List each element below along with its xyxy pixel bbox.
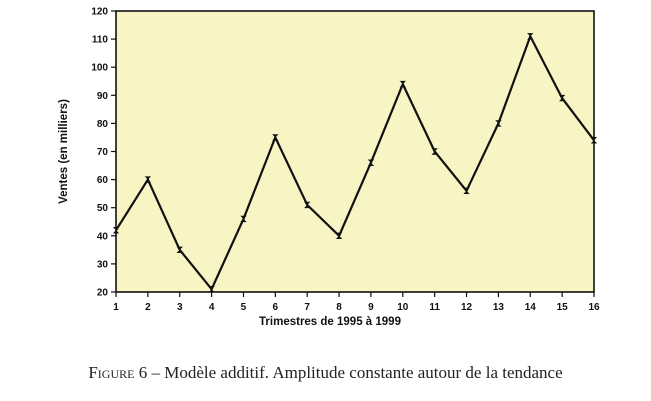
data-point	[495, 120, 502, 127]
figure-caption: Figure 6 – Modèle additif. Amplitude con…	[0, 363, 651, 383]
caption-separator: –	[147, 363, 165, 382]
data-point	[463, 187, 470, 195]
y-tick-label: 120	[91, 7, 108, 18]
y-tick-label: 110	[92, 35, 109, 46]
x-tick-label: 16	[588, 302, 600, 313]
y-tick-label: 80	[97, 119, 109, 130]
x-tick-label: 14	[525, 302, 537, 313]
plot-frame	[115, 10, 595, 293]
data-point	[558, 94, 566, 102]
caption-text: Modèle additif. Amplitude constante auto…	[164, 363, 563, 382]
data-point	[367, 159, 375, 166]
series-line	[115, 33, 595, 292]
plot-area	[116, 11, 594, 292]
x-tick-label: 1	[113, 302, 119, 313]
y-tick-label: 50	[97, 203, 109, 214]
data-point	[208, 285, 215, 293]
data-point	[272, 134, 279, 141]
data-point	[399, 80, 406, 88]
y-tick-label: 100	[91, 63, 108, 74]
x-tick-label: 15	[557, 302, 569, 313]
x-tick-label: 3	[177, 302, 183, 313]
x-tick-label: 9	[368, 302, 374, 313]
x-tick-label: 10	[397, 302, 409, 313]
y-tick-label: 60	[97, 175, 109, 186]
x-tick-label: 7	[304, 302, 310, 313]
x-tick-label: 2	[145, 302, 151, 313]
x-tick-label: 6	[273, 302, 279, 313]
data-point	[335, 232, 343, 239]
y-tick-label: 90	[97, 91, 109, 102]
y-axis: 20 30 40 50 60 70 80 90 100 110 120	[91, 7, 116, 299]
x-tick-label: 12	[461, 302, 473, 313]
x-axis: 1 2 3 4 5 6 7 8 9 10 11 12 13 14 15 16	[113, 292, 600, 313]
x-tick-label: 5	[241, 302, 247, 313]
data-point	[144, 176, 152, 183]
y-tick-label: 70	[97, 147, 109, 158]
caption-label: Figure 6	[88, 363, 148, 382]
data-point	[176, 246, 183, 254]
y-axis-title: Ventes (en milliers)	[58, 99, 70, 204]
y-tick-label: 20	[97, 288, 109, 299]
data-point	[527, 33, 534, 40]
x-tick-label: 13	[493, 302, 505, 313]
data-point	[240, 215, 247, 223]
y-tick-label: 30	[97, 259, 109, 270]
x-tick-label: 11	[429, 302, 440, 313]
y-tick-label: 40	[97, 231, 109, 242]
data-point	[431, 148, 438, 155]
x-tick-label: 4	[209, 302, 215, 313]
x-axis-title: Trimestres de 1995 à 1999	[259, 316, 401, 328]
x-tick-label: 8	[336, 302, 342, 313]
data-point	[304, 201, 311, 209]
